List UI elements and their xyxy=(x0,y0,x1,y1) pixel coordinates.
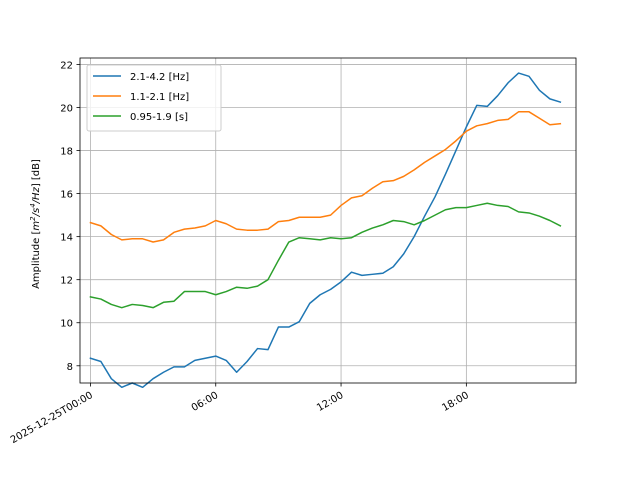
y-unit-part: /s xyxy=(31,208,42,218)
y-tick-label: 14 xyxy=(60,233,73,244)
y-unit-part: 2 xyxy=(29,216,37,221)
y-tick-label: 8 xyxy=(67,362,73,373)
series-line xyxy=(89,202,562,309)
y-unit-part: 4 xyxy=(29,203,37,207)
legend-label: 0.95-1.9 [s] xyxy=(130,112,188,123)
legend: 2.1-4.2 [Hz] 1.1-2.1 [Hz] 0.95-1.9 [s] xyxy=(86,64,222,132)
legend-label: 1.1-2.1 [Hz] xyxy=(130,92,189,103)
series-line xyxy=(89,72,562,389)
y-tick-label: 20 xyxy=(60,104,73,115)
y-unit-part: /Hz xyxy=(31,186,42,204)
y-tick-label: 22 xyxy=(60,60,73,71)
x-tick-label: 18:00 xyxy=(440,390,470,414)
y-axis-label: Amplitude [m2/s4/Hz] [dB] xyxy=(29,159,42,289)
x-tick-label: 12:00 xyxy=(315,390,345,414)
plot-frame xyxy=(79,57,577,384)
x-axis-ticks: 2025-12-25T00:00 06:00 12:00 18:00 xyxy=(9,383,471,446)
legend-box xyxy=(86,64,222,132)
y-axis-ticks: 8 10 12 14 16 18 20 22 xyxy=(60,60,80,373)
series-lines xyxy=(89,72,562,389)
x-tick-label: 2025-12-25T00:00 xyxy=(9,390,95,446)
y-unit-part: m xyxy=(31,221,42,231)
y-tick-label: 16 xyxy=(60,190,73,201)
x-tick-label: 06:00 xyxy=(190,390,220,414)
y-axis-label-unit: m2/s4/Hz xyxy=(29,186,42,230)
y-tick-label: 10 xyxy=(60,319,73,330)
y-axis-label-prefix: Amplitude [ xyxy=(31,231,42,289)
legend-label: 2.1-4.2 [Hz] xyxy=(130,72,189,83)
y-axis-label-suffix: ] [dB] xyxy=(31,159,42,187)
y-tick-label: 12 xyxy=(60,276,73,287)
series-line xyxy=(89,111,562,243)
y-tick-label: 18 xyxy=(60,147,73,158)
